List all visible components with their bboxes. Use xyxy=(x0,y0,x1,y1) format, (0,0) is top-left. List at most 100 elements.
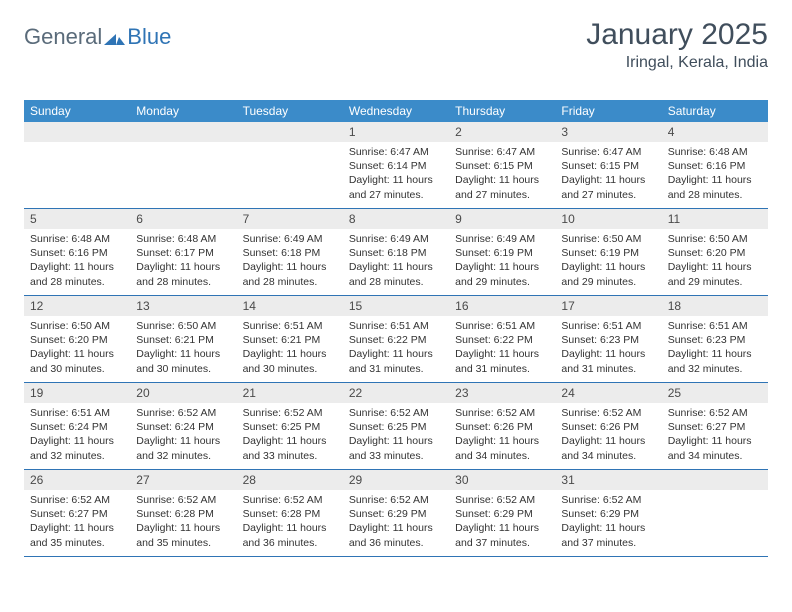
daylight-text: Daylight: 11 hours and 30 minutes. xyxy=(136,347,230,375)
calendar-cell: 17Sunrise: 6:51 AMSunset: 6:23 PMDayligh… xyxy=(555,296,661,382)
calendar-cell: 31Sunrise: 6:52 AMSunset: 6:29 PMDayligh… xyxy=(555,470,661,556)
day-number: 9 xyxy=(449,209,555,229)
day-number xyxy=(24,122,130,142)
day-headers-row: SundayMondayTuesdayWednesdayThursdayFrid… xyxy=(24,100,768,122)
sunrise-text: Sunrise: 6:49 AM xyxy=(455,232,549,246)
location: Iringal, Kerala, India xyxy=(586,54,768,72)
cell-body: Sunrise: 6:50 AMSunset: 6:20 PMDaylight:… xyxy=(24,316,130,380)
sunset-text: Sunset: 6:15 PM xyxy=(561,159,655,173)
cell-body: Sunrise: 6:52 AMSunset: 6:26 PMDaylight:… xyxy=(555,403,661,467)
daylight-text: Daylight: 11 hours and 28 minutes. xyxy=(30,260,124,288)
cell-body: Sunrise: 6:52 AMSunset: 6:28 PMDaylight:… xyxy=(130,490,236,554)
calendar-cell: 21Sunrise: 6:52 AMSunset: 6:25 PMDayligh… xyxy=(237,383,343,469)
sunset-text: Sunset: 6:27 PM xyxy=(30,507,124,521)
daylight-text: Daylight: 11 hours and 35 minutes. xyxy=(30,521,124,549)
daylight-text: Daylight: 11 hours and 30 minutes. xyxy=(243,347,337,375)
day-number: 28 xyxy=(237,470,343,490)
daylight-text: Daylight: 11 hours and 30 minutes. xyxy=(30,347,124,375)
week-row: 1Sunrise: 6:47 AMSunset: 6:14 PMDaylight… xyxy=(24,122,768,209)
day-header: Friday xyxy=(555,100,661,122)
calendar-cell xyxy=(24,122,130,208)
sunset-text: Sunset: 6:29 PM xyxy=(455,507,549,521)
sunset-text: Sunset: 6:20 PM xyxy=(668,246,762,260)
day-header: Saturday xyxy=(662,100,768,122)
sunset-text: Sunset: 6:23 PM xyxy=(561,333,655,347)
daylight-text: Daylight: 11 hours and 33 minutes. xyxy=(243,434,337,462)
cell-body xyxy=(24,142,130,149)
day-number: 14 xyxy=(237,296,343,316)
sunset-text: Sunset: 6:25 PM xyxy=(243,420,337,434)
calendar-cell: 28Sunrise: 6:52 AMSunset: 6:28 PMDayligh… xyxy=(237,470,343,556)
sunset-text: Sunset: 6:23 PM xyxy=(668,333,762,347)
cell-body: Sunrise: 6:52 AMSunset: 6:29 PMDaylight:… xyxy=(555,490,661,554)
cell-body: Sunrise: 6:49 AMSunset: 6:19 PMDaylight:… xyxy=(449,229,555,293)
calendar-cell: 16Sunrise: 6:51 AMSunset: 6:22 PMDayligh… xyxy=(449,296,555,382)
day-number: 21 xyxy=(237,383,343,403)
calendar-cell: 20Sunrise: 6:52 AMSunset: 6:24 PMDayligh… xyxy=(130,383,236,469)
daylight-text: Daylight: 11 hours and 35 minutes. xyxy=(136,521,230,549)
sunset-text: Sunset: 6:19 PM xyxy=(455,246,549,260)
cell-body: Sunrise: 6:47 AMSunset: 6:14 PMDaylight:… xyxy=(343,142,449,206)
daylight-text: Daylight: 11 hours and 27 minutes. xyxy=(349,173,443,201)
sunrise-text: Sunrise: 6:51 AM xyxy=(30,406,124,420)
sunset-text: Sunset: 6:26 PM xyxy=(455,420,549,434)
daylight-text: Daylight: 11 hours and 31 minutes. xyxy=(349,347,443,375)
day-number: 17 xyxy=(555,296,661,316)
cell-body: Sunrise: 6:49 AMSunset: 6:18 PMDaylight:… xyxy=(343,229,449,293)
day-number xyxy=(662,470,768,490)
sunrise-text: Sunrise: 6:52 AM xyxy=(561,406,655,420)
day-number xyxy=(237,122,343,142)
cell-body: Sunrise: 6:48 AMSunset: 6:17 PMDaylight:… xyxy=(130,229,236,293)
day-number: 25 xyxy=(662,383,768,403)
day-number: 12 xyxy=(24,296,130,316)
daylight-text: Daylight: 11 hours and 28 minutes. xyxy=(136,260,230,288)
day-number: 11 xyxy=(662,209,768,229)
daylight-text: Daylight: 11 hours and 27 minutes. xyxy=(561,173,655,201)
logo-text-2: Blue xyxy=(127,24,171,50)
sunrise-text: Sunrise: 6:52 AM xyxy=(136,493,230,507)
cell-body: Sunrise: 6:48 AMSunset: 6:16 PMDaylight:… xyxy=(662,142,768,206)
sunrise-text: Sunrise: 6:52 AM xyxy=(349,406,443,420)
daylight-text: Daylight: 11 hours and 36 minutes. xyxy=(349,521,443,549)
day-number: 26 xyxy=(24,470,130,490)
daylight-text: Daylight: 11 hours and 29 minutes. xyxy=(668,260,762,288)
cell-body: Sunrise: 6:52 AMSunset: 6:25 PMDaylight:… xyxy=(343,403,449,467)
sunrise-text: Sunrise: 6:51 AM xyxy=(561,319,655,333)
sunset-text: Sunset: 6:22 PM xyxy=(455,333,549,347)
sunrise-text: Sunrise: 6:52 AM xyxy=(668,406,762,420)
calendar-cell: 29Sunrise: 6:52 AMSunset: 6:29 PMDayligh… xyxy=(343,470,449,556)
cell-body: Sunrise: 6:48 AMSunset: 6:16 PMDaylight:… xyxy=(24,229,130,293)
calendar-cell: 23Sunrise: 6:52 AMSunset: 6:26 PMDayligh… xyxy=(449,383,555,469)
calendar: SundayMondayTuesdayWednesdayThursdayFrid… xyxy=(24,100,768,557)
week-row: 19Sunrise: 6:51 AMSunset: 6:24 PMDayligh… xyxy=(24,383,768,470)
cell-body: Sunrise: 6:51 AMSunset: 6:21 PMDaylight:… xyxy=(237,316,343,380)
calendar-cell: 4Sunrise: 6:48 AMSunset: 6:16 PMDaylight… xyxy=(662,122,768,208)
calendar-cell: 30Sunrise: 6:52 AMSunset: 6:29 PMDayligh… xyxy=(449,470,555,556)
cell-body: Sunrise: 6:47 AMSunset: 6:15 PMDaylight:… xyxy=(555,142,661,206)
daylight-text: Daylight: 11 hours and 29 minutes. xyxy=(561,260,655,288)
cell-body: Sunrise: 6:52 AMSunset: 6:24 PMDaylight:… xyxy=(130,403,236,467)
cell-body: Sunrise: 6:52 AMSunset: 6:28 PMDaylight:… xyxy=(237,490,343,554)
sunrise-text: Sunrise: 6:48 AM xyxy=(136,232,230,246)
sunset-text: Sunset: 6:26 PM xyxy=(561,420,655,434)
cell-body: Sunrise: 6:49 AMSunset: 6:18 PMDaylight:… xyxy=(237,229,343,293)
sunrise-text: Sunrise: 6:50 AM xyxy=(136,319,230,333)
week-row: 26Sunrise: 6:52 AMSunset: 6:27 PMDayligh… xyxy=(24,470,768,557)
calendar-cell: 26Sunrise: 6:52 AMSunset: 6:27 PMDayligh… xyxy=(24,470,130,556)
cell-body xyxy=(237,142,343,149)
cell-body: Sunrise: 6:47 AMSunset: 6:15 PMDaylight:… xyxy=(449,142,555,206)
sunset-text: Sunset: 6:28 PM xyxy=(136,507,230,521)
header-right: January 2025 Iringal, Kerala, India xyxy=(586,18,768,72)
daylight-text: Daylight: 11 hours and 37 minutes. xyxy=(561,521,655,549)
sunset-text: Sunset: 6:18 PM xyxy=(349,246,443,260)
sunrise-text: Sunrise: 6:48 AM xyxy=(30,232,124,246)
day-header: Monday xyxy=(130,100,236,122)
sunset-text: Sunset: 6:25 PM xyxy=(349,420,443,434)
cell-body xyxy=(130,142,236,149)
sunrise-text: Sunrise: 6:52 AM xyxy=(349,493,443,507)
month-title: January 2025 xyxy=(586,18,768,52)
sunrise-text: Sunrise: 6:48 AM xyxy=(668,145,762,159)
day-header: Tuesday xyxy=(237,100,343,122)
sunset-text: Sunset: 6:21 PM xyxy=(136,333,230,347)
calendar-cell: 11Sunrise: 6:50 AMSunset: 6:20 PMDayligh… xyxy=(662,209,768,295)
